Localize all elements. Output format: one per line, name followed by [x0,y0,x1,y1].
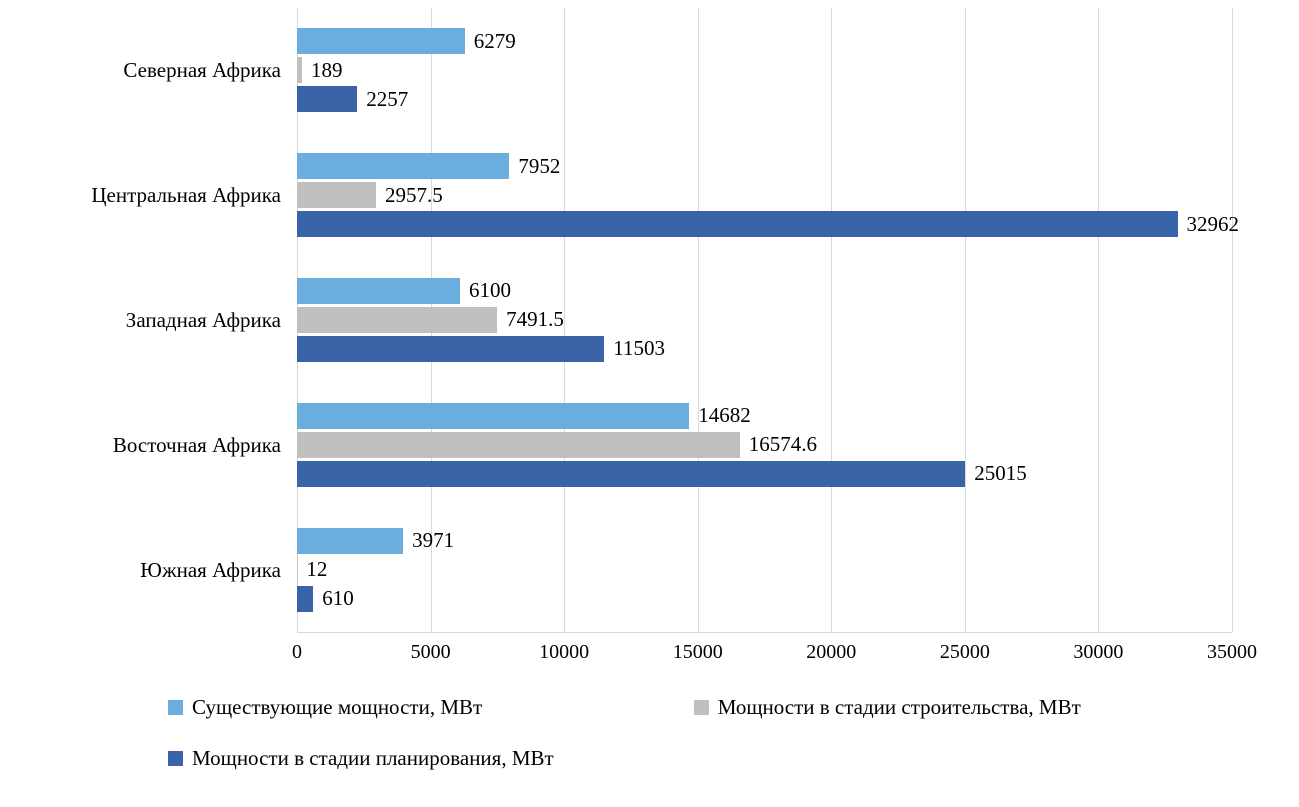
gridline [831,8,833,632]
bar [297,57,303,84]
bar-row: 189 [297,57,1232,84]
bar-groups: 6279 189 2257 7952 2957.5 32962 6100 7491.5 1150… [297,8,1239,632]
bar [297,527,404,554]
bar-value-label: 189 [311,57,343,82]
bar-row: 16574.6 [297,431,1232,458]
legend: Существующие мощности, МВт Мощности в ста… [168,695,1299,771]
bar-value-label: 2257 [366,86,409,111]
bar-group: 6279 189 2257 [297,8,1232,133]
bar-row: 25015 [297,460,1232,487]
bar-row: 32962 [297,211,1239,238]
x-tick-label: 5000 [410,641,451,663]
bar [297,28,465,55]
gridline [1232,8,1233,632]
bar-value-label: 7952 [518,153,561,178]
bar-row: 610 [297,585,1232,612]
legend-swatch [693,700,709,715]
category-label: Западная Африка [125,308,281,332]
bar-row: 14682 [297,402,1232,429]
category-label: Центральная Африка [91,183,281,207]
x-tick-label: 15000 [672,641,723,663]
x-tick-label: 30000 [1073,641,1124,663]
bar-group: 7952 2957.5 32962 [297,133,1239,258]
bar [297,211,1178,238]
bar-value-label: 2957.5 [385,182,443,207]
gridline [564,8,566,632]
bar-value-label: 6279 [473,28,516,53]
bar [297,431,740,458]
bar [297,402,690,429]
bar-value-label: 7491.5 [506,307,564,332]
legend-label: Мощности в стадии строительства, МВт [717,695,1081,719]
x-tick-label: 10000 [539,641,590,663]
x-tick-label: 25000 [939,641,990,663]
gridline [1098,8,1100,632]
legend-item: Существующие мощности, МВт [168,695,554,720]
bar-value-label: 12 [306,557,328,582]
gridline [697,8,699,632]
category-label: Восточная Африка [112,433,281,457]
bar-row: 7491.5 [297,306,1232,333]
legend-item: Мощности в стадии строительства, МВт [693,695,1081,720]
x-axis: 0 5000 10000 15000 20000 25000 30000 35000 [292,633,1257,669]
bar-value-label: 25015 [974,461,1027,486]
bar-value-label: 6100 [468,278,511,303]
x-tick-label: 20000 [806,641,857,663]
bar-value-label: 3971 [412,528,455,553]
bar [297,306,498,333]
bar-group: 6100 7491.5 11503 [297,258,1232,383]
bar-value-label: 14682 [698,403,751,428]
bar-row: 3971 [297,527,1232,554]
bar [297,335,605,362]
legend-swatch [168,700,183,715]
gridline [964,8,966,632]
bar-group: 14682 16574.6 25015 [297,382,1232,507]
chart-body: Северная Африка Центральная Африка Западна… [0,8,1299,633]
bar-value-label: 11503 [613,336,666,361]
bar [297,86,358,113]
bar-row: 2257 [297,86,1232,113]
x-tick-label: 35000 [1207,641,1257,663]
plot-area: 6279 189 2257 7952 2957.5 32962 6100 7491.5 1150… [297,8,1239,633]
bar [297,182,376,209]
bar-row: 6279 [297,28,1232,55]
legend-item: Мощности в стадии планирования, МВт [168,746,554,771]
x-tick-label: 0 [292,641,302,663]
legend-label: Существующие мощности, МВт [192,695,483,719]
bar-value-label: 32962 [1186,211,1240,236]
bar-row: 11503 [297,335,1232,362]
bar-row: 6100 [297,277,1232,304]
bar [297,277,460,304]
bar-row: 12 [297,556,1232,583]
legend-label: Мощности в стадии планирования, МВт [192,746,554,770]
legend-swatch [168,751,183,766]
bar-value-label: 16574.6 [748,432,818,457]
bar-group: 3971 12 610 [297,507,1232,632]
category-labels: Северная Африка Центральная Африка Западна… [0,8,297,633]
category-label: Северная Африка [123,58,281,82]
bar [297,585,314,612]
category-label: Южная Африка [140,558,281,582]
bar-row: 2957.5 [297,182,1232,209]
bar-value-label: 610 [322,586,354,611]
bar-row: 7952 [297,153,1232,180]
bar [297,153,510,180]
bar [297,460,966,487]
